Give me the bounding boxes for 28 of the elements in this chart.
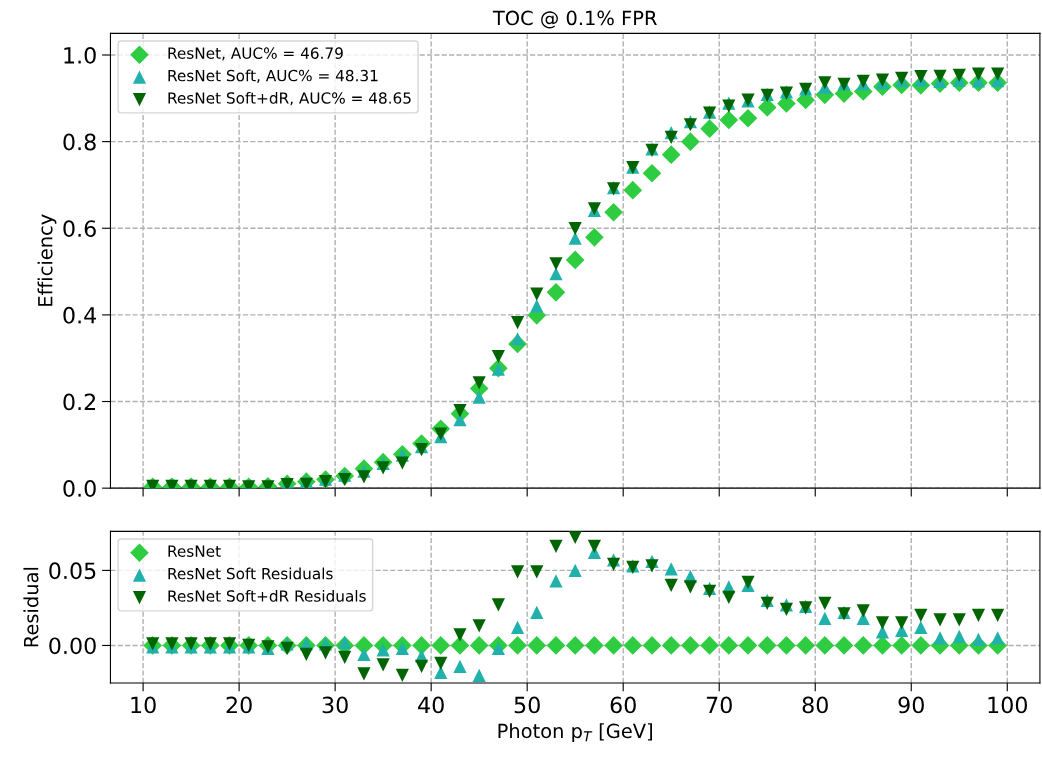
x-tick-label: 10: [131, 696, 156, 714]
y-tick-label: 1.0: [64, 46, 96, 64]
y-tick-label: 0.00: [49, 637, 96, 655]
y-tick-label: 0.2: [63, 393, 96, 411]
y-axis-title: Residual: [23, 567, 39, 647]
legend-label: ResNet Soft+dR Residuals: [168, 589, 366, 602]
x-axis-title: Photon p$_{T}$ [GeV]: [498, 723, 652, 743]
x-tick-label: 60: [610, 696, 636, 714]
legend-label: ResNet Soft Residuals: [168, 567, 333, 580]
x-tick-label: 90: [898, 696, 924, 714]
y-axis-title: Efficiency: [37, 214, 57, 306]
x-tick-label: 20: [226, 696, 252, 714]
x-tick-label: 50: [514, 696, 540, 714]
y-tick-label: 0.0: [63, 480, 96, 497]
y-tick-label: 0.8: [63, 133, 96, 151]
legend-label: ResNet, AUC% = 46.79: [168, 47, 343, 61]
legend-label: ResNet Soft, AUC% = 48.31: [168, 69, 378, 83]
legend-label: ResNet: [168, 545, 221, 557]
y-tick-label: 0.4: [63, 306, 97, 324]
y-tick-label: 0.05: [49, 562, 96, 580]
x-tick-label: 40: [418, 696, 444, 714]
x-tick-label: 30: [322, 696, 348, 714]
x-tick-label: 80: [802, 696, 828, 714]
chart-title: TOC @ 0.1% FPR: [492, 10, 657, 29]
x-tick-label: 70: [706, 696, 732, 714]
x-tick-label: 100: [988, 696, 1027, 714]
legend-label: ResNet Soft+dR, AUC% = 48.65: [168, 91, 411, 106]
y-tick-label: 0.6: [63, 220, 96, 238]
